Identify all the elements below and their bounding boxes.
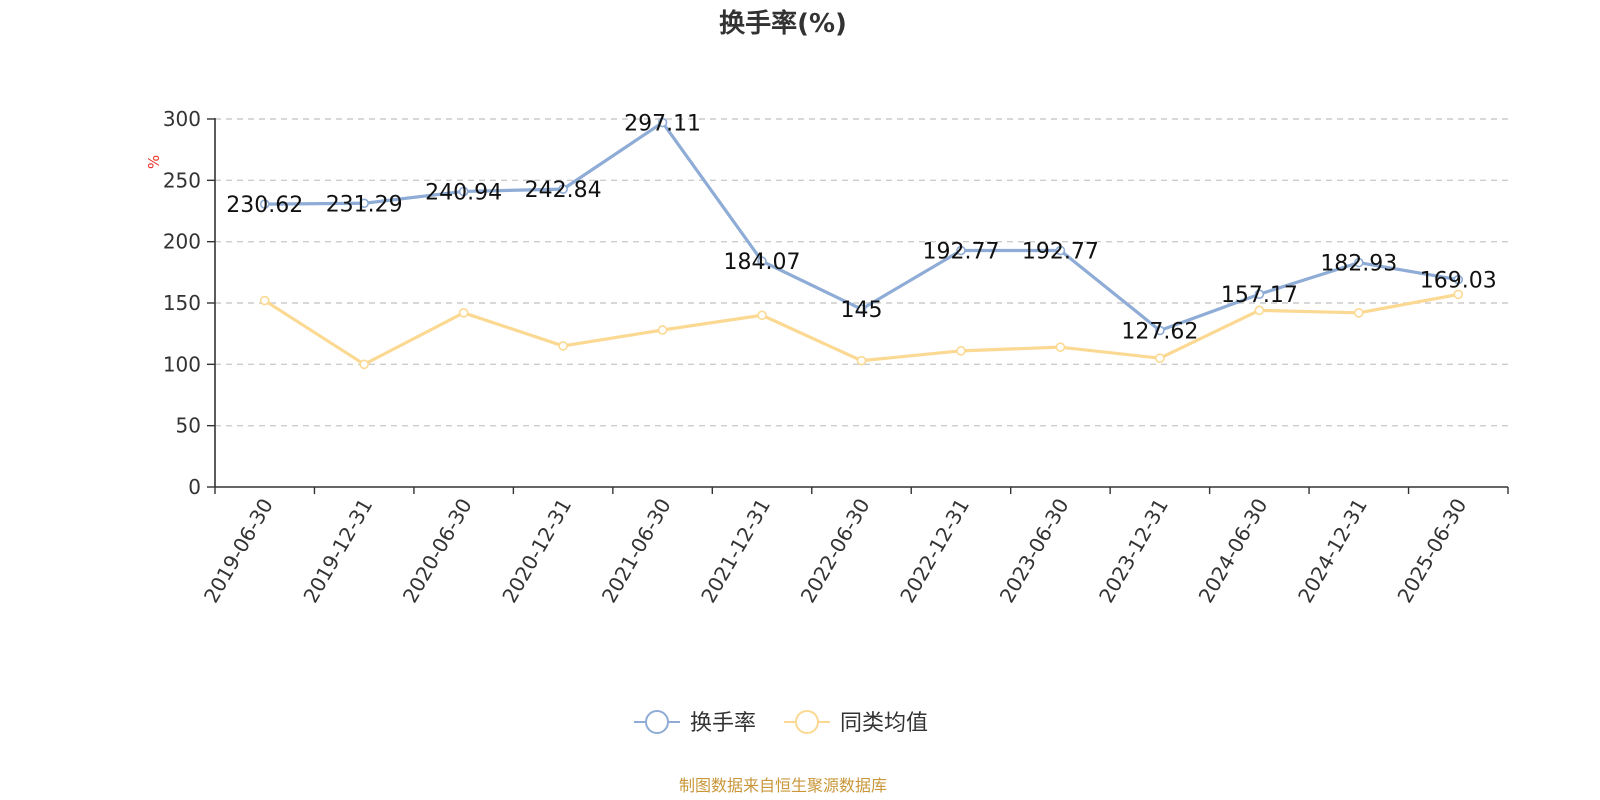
data-label: 127.62	[1121, 319, 1198, 344]
x-tick-label: 2024-12-31	[1293, 494, 1372, 607]
x-tick-label: 2023-06-30	[995, 494, 1074, 607]
data-point[interactable]	[1254, 305, 1265, 316]
series-lines	[259, 117, 1464, 370]
data-label: 182.93	[1320, 252, 1397, 277]
data-point[interactable]	[1254, 289, 1265, 300]
legend-item-0[interactable]: 换手率	[634, 710, 756, 736]
x-tick-label: 2022-06-30	[796, 494, 875, 607]
data-point[interactable]	[856, 304, 867, 314]
y-tick-label: 0	[188, 475, 201, 499]
data-point[interactable]	[1453, 274, 1464, 285]
data-point[interactable]	[657, 325, 668, 335]
data-point[interactable]	[956, 245, 966, 256]
legend[interactable]: 换手率 同类均值	[634, 710, 928, 736]
data-point[interactable]	[558, 341, 568, 351]
legend-label: 换手率	[690, 711, 756, 736]
data-point[interactable]	[1155, 325, 1165, 336]
y-tick-label: 50	[176, 414, 201, 438]
data-label: 297.11	[624, 112, 701, 137]
data-point[interactable]	[1055, 342, 1066, 352]
y-tick-label: 200	[163, 230, 201, 254]
data-point[interactable]	[1155, 353, 1165, 364]
data-point[interactable]	[1354, 308, 1364, 318]
data-point[interactable]	[458, 186, 469, 197]
data-label: 192.77	[1022, 240, 1099, 265]
data-point[interactable]	[558, 184, 568, 194]
data-label: 230.62	[226, 193, 303, 218]
data-label: 145	[841, 298, 883, 323]
y-axis-unit-label: %	[145, 155, 163, 169]
y-tick-label: 250	[163, 168, 201, 192]
legend-swatch-marker	[645, 710, 669, 734]
data-point[interactable]	[657, 117, 668, 128]
data-label: 240.94	[425, 180, 502, 205]
x-tick-label: 2025-06-30	[1392, 494, 1471, 607]
axes: 0 50 100 150 200 250 300 2019-06-30 2019-12-31 20…	[163, 107, 1509, 607]
data-label: 242.84	[525, 178, 602, 203]
x-tick-label: 2022-12-31	[895, 494, 974, 607]
x-tick-label: 2019-06-30	[199, 494, 278, 607]
x-tick-label: 2024-06-30	[1194, 494, 1273, 607]
x-tick-label: 2019-12-31	[298, 494, 377, 607]
y-tick-label: 150	[163, 291, 201, 315]
data-label: 231.29	[326, 192, 403, 217]
data-point[interactable]	[359, 359, 369, 370]
y-tick-label: 100	[163, 352, 201, 376]
data-point[interactable]	[359, 198, 369, 209]
data-label: 169.03	[1420, 269, 1497, 294]
x-tick-label: 2020-06-30	[398, 494, 477, 607]
data-labels: 230.62 231.29 240.94 242.84 297.11 184.07 145 1…	[226, 112, 1497, 345]
grid-lines	[215, 118, 1508, 427]
legend-swatch-marker	[795, 710, 819, 734]
data-label: 184.07	[724, 250, 801, 275]
data-point[interactable]	[757, 310, 767, 321]
chart-title: 换手率(%)	[719, 8, 847, 39]
data-point[interactable]	[1453, 289, 1464, 300]
x-tick-label: 2020-12-31	[497, 494, 576, 607]
data-label: 192.77	[922, 240, 999, 265]
data-label: 157.17	[1221, 283, 1298, 308]
data-point[interactable]	[458, 308, 469, 318]
data-point[interactable]	[757, 256, 767, 267]
data-point[interactable]	[856, 355, 867, 366]
x-tick-label: 2021-06-30	[597, 494, 676, 607]
data-point[interactable]	[956, 346, 966, 356]
x-tick-label: 2023-12-31	[1094, 494, 1173, 607]
data-source-note: 制图数据来自恒生聚源数据库	[679, 776, 887, 795]
data-point[interactable]	[1055, 245, 1066, 256]
y-tick-label: 300	[163, 107, 201, 131]
data-point[interactable]	[1354, 257, 1364, 268]
data-point[interactable]	[259, 295, 270, 306]
x-tick-label: 2021-12-31	[696, 494, 775, 607]
data-point[interactable]	[259, 199, 270, 209]
legend-label: 同类均值	[840, 711, 928, 736]
legend-item-1[interactable]: 同类均值	[784, 710, 928, 736]
